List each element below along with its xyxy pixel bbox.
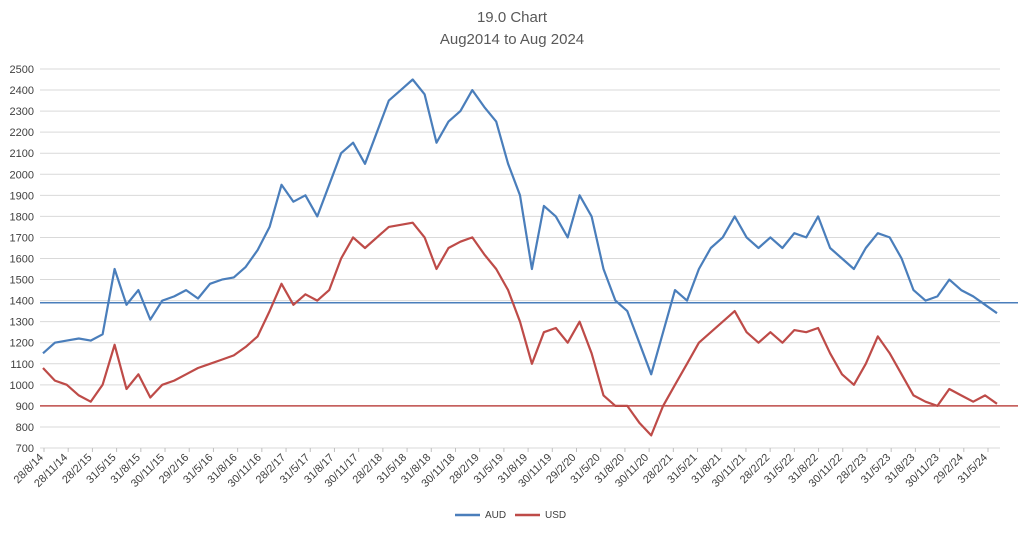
y-tick-label: 1300: [10, 317, 34, 329]
y-tick-label: 2500: [10, 64, 34, 76]
y-tick-label: 2000: [10, 169, 34, 181]
y-tick-label: 1100: [10, 359, 34, 371]
reference-lines: [40, 301, 1018, 407]
y-tick-label: 1700: [10, 232, 34, 244]
y-tick-label: 1900: [10, 190, 34, 202]
series-lines: [42, 78, 998, 437]
chart-subtitle: Aug2014 to Aug 2024: [440, 31, 584, 48]
y-tick-label: 1800: [10, 211, 34, 223]
y-tick-label: 2200: [10, 127, 34, 139]
y-tick-label: 2100: [10, 148, 34, 160]
chart-title: 19.0 Chart: [477, 9, 548, 26]
y-tick-label: 800: [16, 422, 34, 434]
y-tick-label: 1000: [10, 380, 34, 392]
y-tick-label: 900: [16, 401, 34, 413]
y-tick-label: 1500: [10, 275, 34, 287]
y-tick-label: 700: [16, 443, 34, 455]
y-tick-label: 1200: [10, 338, 34, 350]
y-tick-label: 1400: [10, 296, 34, 308]
series-line-usd: [42, 221, 998, 437]
legend-label-usd: USD: [545, 510, 566, 521]
y-tick-label: 1600: [10, 254, 34, 266]
y-axis-ticks: 700 800 900 1000 1100 1200 1300 1400 1500 1600 170…: [10, 64, 34, 455]
y-tick-label: 2300: [10, 106, 34, 118]
legend-label-aud: AUD: [485, 510, 506, 521]
legend: AUD USD: [455, 510, 566, 521]
series-line-aud: [42, 78, 998, 376]
y-tick-label: 2400: [10, 85, 34, 97]
